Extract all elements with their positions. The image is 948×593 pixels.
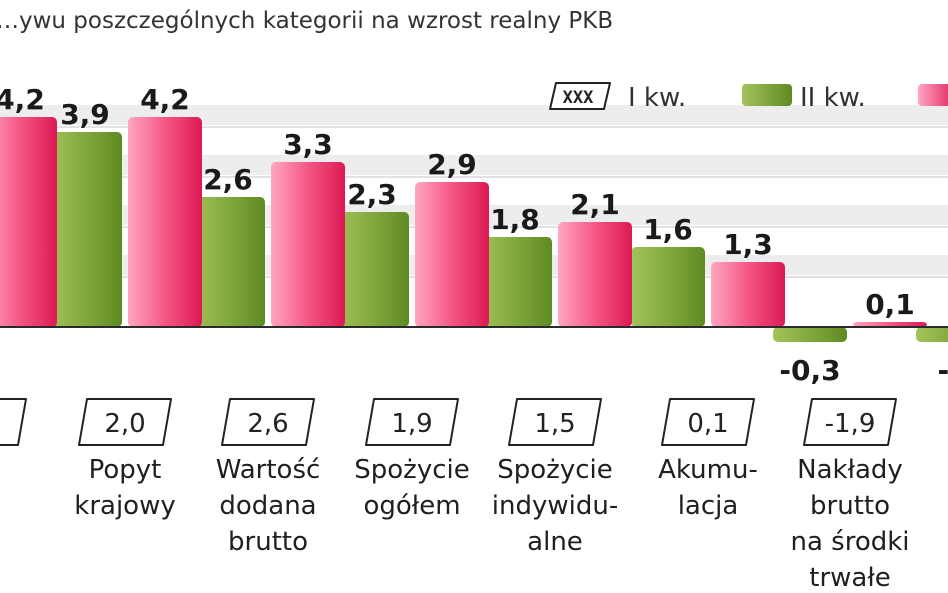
bar-q3 [415, 182, 489, 327]
legend: XXX I kw. II kw. [549, 82, 948, 113]
q1-value-box [661, 398, 755, 446]
data-label-q2: 2,6 [203, 163, 253, 196]
bar-q3 [271, 162, 345, 327]
category-label: dodana [219, 491, 316, 521]
data-label-q3: 4,2 [140, 83, 190, 116]
grid-band [0, 105, 948, 125]
legend-swatch-q3 [918, 84, 948, 106]
q1-value-box [221, 398, 315, 446]
q1-value: -1,9 [825, 409, 876, 439]
bar-q2 [631, 247, 705, 327]
q1-value: 1,5 [534, 409, 575, 439]
q1-value-box [0, 398, 27, 446]
category-label: Spożycie [497, 455, 612, 485]
data-label-q3: 0,1 [865, 288, 915, 321]
bar-q3 [0, 117, 57, 327]
data-label-q2: 2,3 [347, 178, 397, 211]
data-label-q2: -0 [937, 354, 948, 387]
data-label-q3: 2,9 [427, 148, 477, 181]
bar-q2 [48, 132, 122, 327]
q1-value-box [508, 398, 602, 446]
bar-q2 [335, 212, 409, 327]
q1-value-box [365, 398, 459, 446]
category-label: alne [527, 527, 583, 557]
data-label-q3: 1,3 [723, 228, 773, 261]
bar-q3 [128, 117, 202, 327]
category-label: brutto [810, 491, 890, 521]
category-label: krajowy [74, 491, 175, 521]
q1-value: 0,1 [687, 409, 728, 439]
data-label-q3: 4,2 [0, 83, 45, 116]
data-label-q2: 1,8 [490, 203, 540, 236]
q1-value-boxes: 2,0 2,6 1,9 1,5 0,1 -1,9 [0, 398, 897, 446]
category-label: lacja [678, 491, 739, 521]
legend-box-text: XXX [563, 88, 594, 108]
category-label: brutto [228, 527, 308, 557]
bar-q2 [478, 237, 552, 327]
bar-q3 [853, 322, 927, 327]
bar-q2 [191, 197, 265, 327]
q1-value: 1,9 [391, 409, 432, 439]
value-labels: 3,9 2,6 2,3 1,8 1,6 -0,3 -0 4,2 4,2 3,3 2,9 2,1 1,3 0… [0, 83, 948, 387]
legend-swatch-q2 [742, 84, 792, 106]
category-label: Akumu- [658, 455, 758, 485]
bar-q2 [773, 327, 847, 342]
data-label-q2: -0,3 [779, 354, 840, 387]
data-label-q3: 2,1 [570, 188, 620, 221]
q1-value-box [78, 398, 172, 446]
category-label: Nakłady [797, 455, 903, 485]
q1-value-box [803, 398, 897, 446]
bars [0, 117, 948, 342]
legend-label-q2: II kw. [800, 83, 866, 113]
category-label: indywidu- [492, 491, 618, 521]
grid-band [0, 155, 948, 175]
category-label: na środki [790, 527, 909, 557]
bar-q2 [916, 327, 948, 342]
q1-value: 2,0 [104, 409, 145, 439]
category-label: ogółem [363, 491, 460, 521]
legend-label-q1: I kw. [628, 83, 686, 113]
category-label: trwałe [809, 563, 890, 593]
legend-box-shape [549, 82, 611, 110]
category-label: Popyt [89, 455, 162, 485]
data-label-q3: 3,3 [283, 128, 333, 161]
data-label-q2: 1,6 [643, 213, 693, 246]
q1-value: 2,6 [247, 409, 288, 439]
chart-title: …ywu poszczególnych kategorii na wzrost … [0, 8, 613, 34]
category-labels: Popyt krajowy Wartość dodana brutto Spożycie o… [74, 455, 909, 593]
category-label: Spożycie [354, 455, 469, 485]
bar-q3 [711, 262, 785, 327]
category-label: Wartość [216, 455, 321, 485]
data-label-q2: 3,9 [60, 98, 110, 131]
bar-q3 [558, 222, 632, 327]
